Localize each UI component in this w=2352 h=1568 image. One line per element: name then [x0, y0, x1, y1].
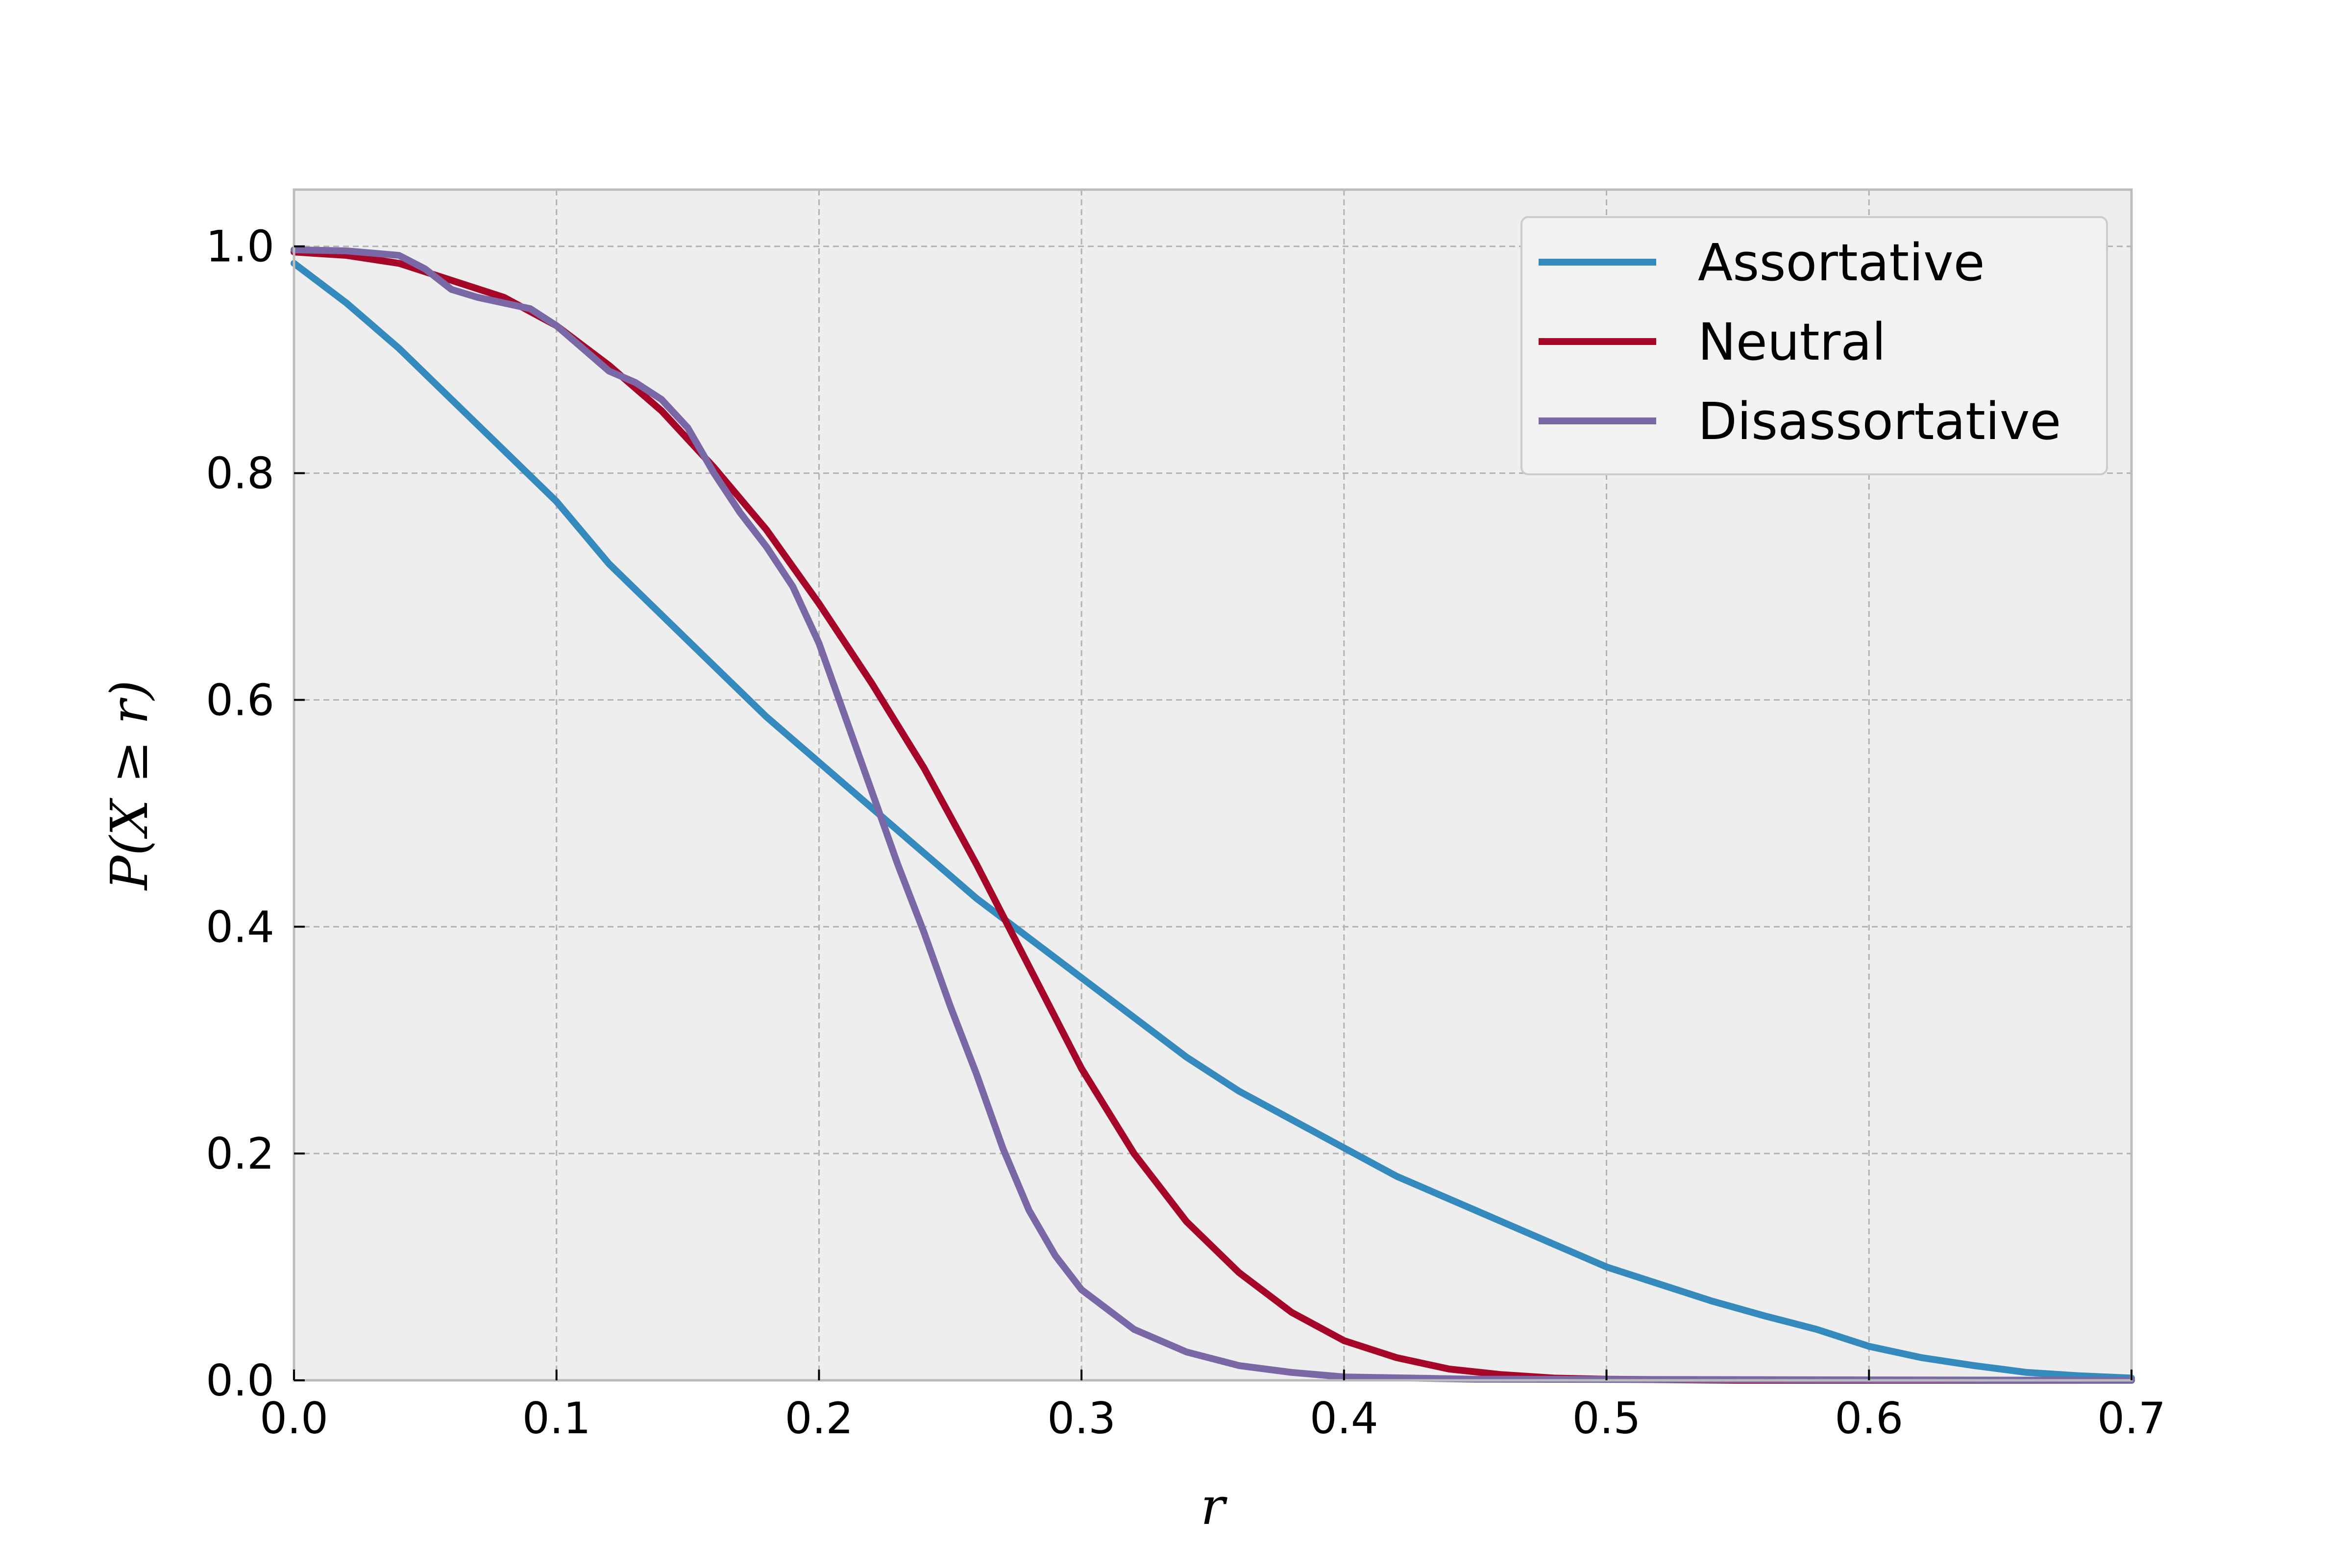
- legend: Assortative Neutral Disassortative: [1520, 216, 2108, 475]
- y-tick-label: 0.8: [206, 448, 274, 499]
- legend-label-neutral: Neutral: [1698, 312, 1886, 372]
- x-tick-label: 0.0: [260, 1393, 328, 1444]
- y-axis-label: P(X ≥ r): [99, 680, 159, 891]
- series-line-assortative: [291, 260, 2135, 1382]
- y-tick-label: 0.6: [206, 675, 274, 725]
- x-tick-label: 0.2: [784, 1393, 853, 1444]
- series-line-disassortative: [291, 246, 2135, 1384]
- legend-label-disassortative: Disassortative: [1698, 392, 2061, 451]
- legend-label-assortative: Assortative: [1698, 233, 1985, 293]
- plot-frame: [293, 188, 2133, 1382]
- y-tick-label: 0.0: [206, 1355, 274, 1406]
- y-tick-label: 0.2: [206, 1128, 274, 1179]
- legend-box: [1520, 216, 2108, 475]
- x-tick-label: 0.6: [1835, 1393, 1903, 1444]
- x-axis-label: r: [1200, 1476, 1227, 1536]
- y-tick-label: 0.4: [206, 902, 274, 952]
- y-tick-label: 1.0: [206, 221, 274, 272]
- x-tick-label: 0.4: [1310, 1393, 1378, 1444]
- x-tick-label: 0.7: [2097, 1393, 2166, 1444]
- series-lines: [291, 246, 2135, 1384]
- x-tick-label: 0.1: [522, 1393, 591, 1444]
- x-tick-label: 0.3: [1047, 1393, 1116, 1444]
- ticks: 0.0 0.1 0.2 0.3 0.4 0.5 0.6 0.7 0.0 0.2 0.4 0.6 0.8 1…: [206, 221, 2166, 1444]
- x-tick-label: 0.5: [1572, 1393, 1641, 1444]
